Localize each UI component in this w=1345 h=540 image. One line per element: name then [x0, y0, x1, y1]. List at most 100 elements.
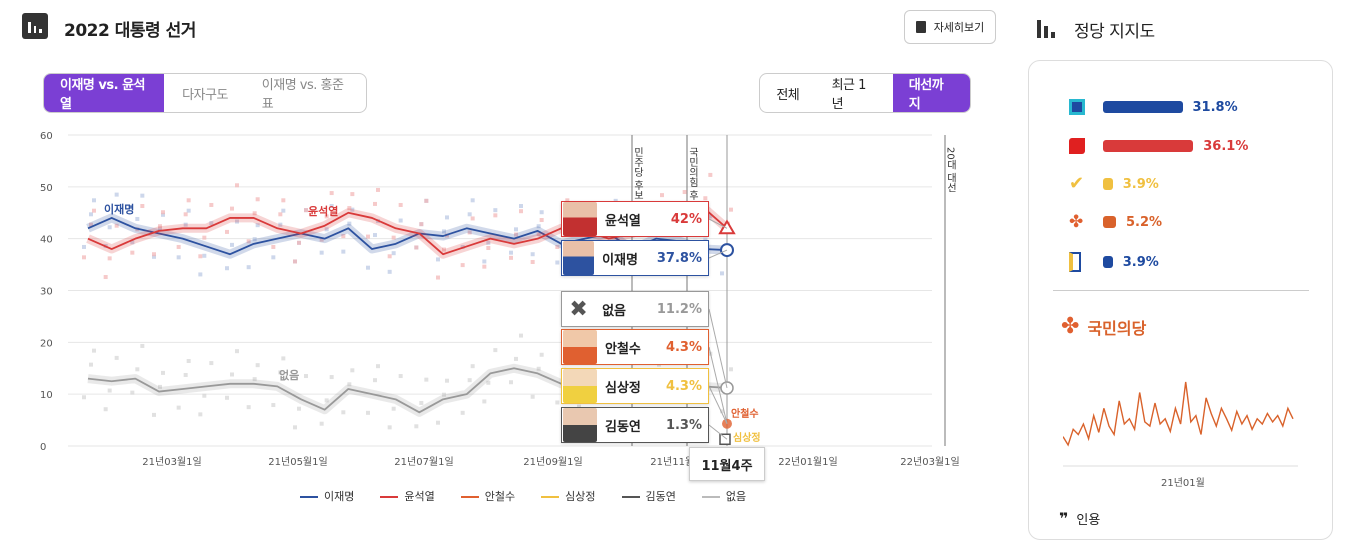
poll-dot [467, 230, 472, 235]
poll-dot [445, 215, 449, 220]
poll-dot [613, 198, 618, 203]
poll-dot [486, 240, 491, 245]
poll-dot [198, 412, 203, 417]
series-label-sim: 심상정 [733, 433, 761, 444]
poll-dot [419, 400, 424, 405]
legend-item[interactable]: 이재명 [300, 488, 354, 504]
tab-recent-year[interactable]: 최근 1년 [831, 78, 867, 112]
tooltip-row-yoon: 윤석열 42% [561, 201, 709, 237]
series-label-yoon: 윤석열 [308, 205, 339, 218]
poll-dot [107, 225, 112, 230]
tooltip-week: 11월4주 [689, 447, 765, 481]
poll-dot [152, 252, 156, 257]
x-tick-label: 21년05월1일 [268, 456, 327, 468]
poll-dot [373, 233, 377, 238]
poll-dot [442, 247, 446, 252]
poll-dot [555, 400, 560, 405]
party-row-justice[interactable]: ✔ 3.9% [1069, 173, 1159, 194]
poll-dot [329, 204, 334, 209]
tab-until-election[interactable]: 대선까지 [892, 74, 970, 112]
tooltip-row-kim: 김동연 1.3% [561, 407, 709, 443]
poll-dot [373, 201, 377, 206]
poll-dot [347, 221, 352, 226]
selected-party-heading: ✤ 국민의당 [1061, 314, 1147, 339]
poll-dot [152, 412, 156, 417]
poll-dot [442, 392, 446, 397]
poll-dot [135, 367, 140, 372]
poll-dot [467, 378, 472, 383]
poll-dot [436, 275, 440, 280]
poll-dot [183, 222, 188, 227]
poll-dot [161, 210, 165, 215]
poll-dot [278, 370, 283, 375]
tooltip-connector [708, 249, 728, 259]
tooltip-row-none: ✖ 없음 11.2% [561, 291, 709, 327]
poll-dot [519, 204, 523, 209]
y-tick-label: 10 [40, 390, 53, 401]
poll-dot [387, 269, 392, 274]
document-icon [915, 21, 926, 33]
poll-dot [235, 219, 239, 224]
legend-item[interactable]: 윤석열 [380, 488, 435, 504]
series-label-none: 없음 [279, 369, 300, 382]
poll-dot [577, 404, 581, 409]
poll-dot [230, 206, 234, 211]
poll-dot [130, 250, 135, 255]
sim-avatar-icon [563, 369, 597, 403]
poll-dot [376, 187, 380, 192]
tab-lee-vs-yoon[interactable]: 이재명 vs. 윤석열 [44, 74, 165, 112]
legend-item[interactable]: 없음 [701, 488, 746, 504]
poll-dot [565, 198, 570, 203]
poll-dot [135, 216, 140, 221]
matchup-tabs: 이재명 vs. 윤석열 다자구도 이재명 vs. 홍준표 [43, 73, 367, 113]
peoples-party-icon: ✤ [1061, 314, 1080, 339]
party-row-open[interactable]: 3.9% [1069, 252, 1159, 272]
legend-item[interactable]: 안철수 [460, 488, 515, 504]
poll-dot [158, 224, 162, 229]
poll-dot [514, 227, 518, 232]
poll-dot [350, 368, 355, 373]
quote-row[interactable]: ❞ 인용 [1059, 509, 1101, 528]
poll-dot [341, 410, 346, 415]
series-label-ahn: 안철수 [731, 409, 759, 420]
tooltip-connector [708, 385, 728, 424]
poll-dot [281, 198, 286, 203]
legend-item[interactable]: 김동연 [621, 488, 676, 504]
poll-dot [442, 229, 446, 234]
tab-all[interactable]: 전체 [776, 87, 800, 103]
poll-dot [225, 229, 229, 234]
party-row-ppp[interactable]: 36.1% [1069, 138, 1248, 154]
poll-dot [176, 255, 181, 260]
detail-button[interactable]: 자세히보기 [904, 10, 996, 44]
poll-dot [183, 212, 188, 217]
tooltip-row-sim: 심상정 4.3% [561, 368, 709, 404]
poll-dot [398, 202, 403, 207]
poll-dot [176, 405, 181, 410]
poll-dot [246, 239, 251, 244]
poll-dot [493, 208, 498, 213]
poll-dot [198, 272, 203, 277]
tab-multi[interactable]: 다자구도 [182, 87, 228, 103]
party-row-peoples[interactable]: ✤ 5.2% [1069, 212, 1163, 232]
poll-dot [703, 237, 708, 242]
poll-dot [252, 377, 257, 382]
poll-dot [445, 378, 449, 383]
x-tick-label: 22년01월1일 [778, 456, 837, 468]
poll-dot [482, 399, 487, 404]
detail-button-label: 자세히보기 [933, 21, 985, 34]
chart-icon [22, 13, 48, 39]
legend-item[interactable]: 심상정 [541, 488, 596, 504]
poll-dot [246, 405, 251, 410]
tab-lee-vs-hong[interactable]: 이재명 vs. 홍준표 [261, 78, 344, 112]
poll-dot [708, 172, 713, 177]
poll-dot [82, 255, 86, 260]
poll-dot [92, 198, 96, 203]
poll-dot [391, 251, 396, 256]
y-tick-label: 20 [40, 338, 53, 349]
poll-dot [161, 212, 165, 217]
yoon-avatar-icon [563, 202, 597, 236]
poll-dot [398, 218, 403, 223]
poll-dot [486, 245, 491, 250]
poll-dot [103, 275, 108, 280]
party-row-democratic[interactable]: 31.8% [1069, 99, 1238, 115]
